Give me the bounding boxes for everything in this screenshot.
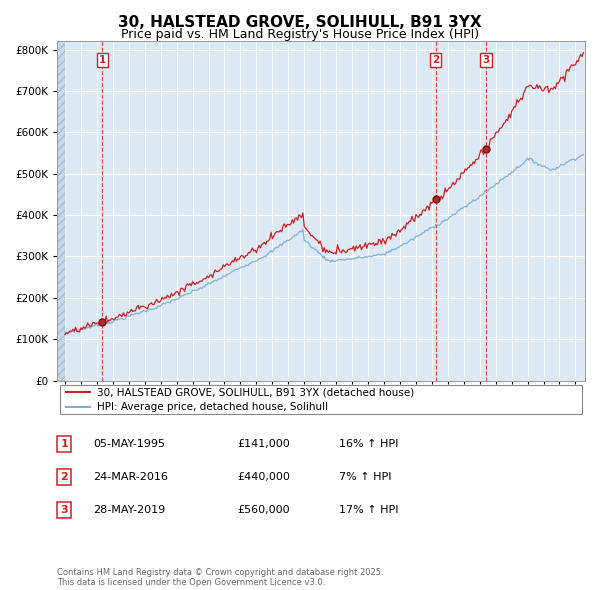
Text: £141,000: £141,000 xyxy=(237,439,290,448)
Text: 05-MAY-1995: 05-MAY-1995 xyxy=(93,439,165,448)
Text: 16% ↑ HPI: 16% ↑ HPI xyxy=(339,439,398,448)
Text: 1: 1 xyxy=(99,55,106,65)
Text: 30, HALSTEAD GROVE, SOLIHULL, B91 3YX: 30, HALSTEAD GROVE, SOLIHULL, B91 3YX xyxy=(118,15,482,30)
Text: £440,000: £440,000 xyxy=(237,472,290,481)
Text: Contains HM Land Registry data © Crown copyright and database right 2025.
This d: Contains HM Land Registry data © Crown c… xyxy=(57,568,383,587)
FancyBboxPatch shape xyxy=(59,385,583,414)
Text: £560,000: £560,000 xyxy=(237,505,290,514)
Text: 30, HALSTEAD GROVE, SOLIHULL, B91 3YX (detached house): 30, HALSTEAD GROVE, SOLIHULL, B91 3YX (d… xyxy=(97,387,414,397)
Text: 3: 3 xyxy=(61,505,68,514)
Text: 7% ↑ HPI: 7% ↑ HPI xyxy=(339,472,391,481)
Text: 3: 3 xyxy=(482,55,490,65)
Text: 1: 1 xyxy=(61,439,68,448)
Text: 2: 2 xyxy=(432,55,439,65)
Text: 2: 2 xyxy=(61,472,68,481)
Bar xyxy=(57,41,65,381)
Text: 28-MAY-2019: 28-MAY-2019 xyxy=(93,505,165,514)
Text: 24-MAR-2016: 24-MAR-2016 xyxy=(93,472,168,481)
Text: Price paid vs. HM Land Registry's House Price Index (HPI): Price paid vs. HM Land Registry's House … xyxy=(121,28,479,41)
Text: 17% ↑ HPI: 17% ↑ HPI xyxy=(339,505,398,514)
Text: HPI: Average price, detached house, Solihull: HPI: Average price, detached house, Soli… xyxy=(97,402,328,412)
